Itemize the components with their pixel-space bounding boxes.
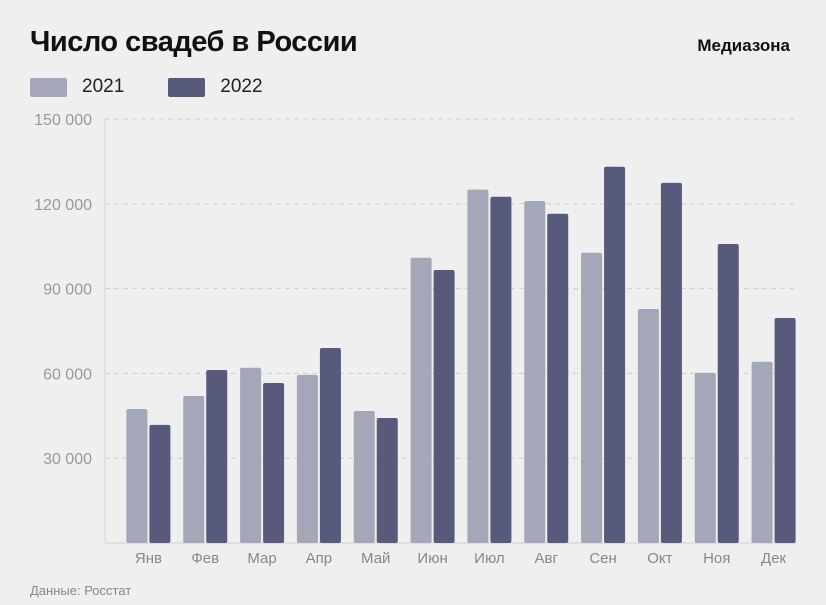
- bar-2022-Авг: [547, 213, 569, 543]
- y-tick-label: 90 000: [43, 282, 92, 299]
- x-tick-label: Апр: [306, 550, 332, 567]
- legend-swatch: [30, 77, 67, 97]
- x-tick-label: Окт: [647, 550, 672, 567]
- legend-label: 2021: [82, 76, 125, 97]
- x-tick-label: Мар: [247, 550, 276, 567]
- x-tick-label: Фев: [191, 550, 219, 567]
- bar-2021-Окт: [637, 308, 659, 543]
- bar-2022-Июл: [490, 196, 512, 543]
- bar-2022-Май: [376, 418, 398, 543]
- bar-2022-Ноя: [717, 243, 739, 543]
- bar-2021-Авг: [524, 200, 546, 543]
- bar-2022-Окт: [660, 182, 682, 543]
- x-tick-label: Июн: [417, 550, 447, 567]
- bar-2021-Июл: [467, 189, 489, 543]
- y-tick-label: 150 000: [34, 112, 92, 129]
- bar-2021-Ноя: [694, 372, 716, 543]
- bar-2021-Мар: [240, 367, 262, 543]
- bar-2021-Июн: [410, 257, 432, 543]
- bar-2021-Фев: [183, 396, 205, 543]
- bar-2022-Дек: [774, 317, 796, 543]
- x-tick-label: Ноя: [703, 550, 730, 567]
- source-note: Данные: Росстат: [30, 583, 132, 598]
- bar-2022-Янв: [149, 424, 171, 543]
- x-tick-label: Июл: [474, 550, 504, 567]
- y-tick-label: 120 000: [34, 197, 92, 214]
- x-tick-label: Сен: [589, 550, 616, 567]
- bar-2022-Мар: [263, 383, 285, 543]
- x-tick-label: Дек: [761, 550, 787, 567]
- legend-label: 2022: [220, 76, 263, 97]
- x-tick-label: Авг: [535, 550, 559, 567]
- legend-swatch: [168, 77, 206, 97]
- legend-item-2022: 2022: [168, 76, 263, 98]
- bar-2022-Сен: [604, 166, 626, 543]
- x-tick-label: Май: [361, 550, 390, 567]
- chart-title: Число свадеб в России: [30, 26, 358, 58]
- brand-logo: Медиазона: [697, 36, 790, 55]
- legend-item-2021: 2021: [30, 76, 124, 98]
- bar-2021-Май: [353, 410, 375, 543]
- bar-2021-Сен: [581, 252, 603, 543]
- bar-2022-Апр: [319, 347, 341, 543]
- bar-2021-Апр: [296, 374, 318, 543]
- y-tick-label: 30 000: [43, 451, 92, 468]
- bar-2022-Фев: [206, 370, 228, 543]
- y-tick-label: 60 000: [43, 366, 92, 383]
- bar-2022-Июн: [433, 269, 455, 543]
- x-tick-label: Янв: [135, 550, 162, 567]
- legend: 2021 2022: [30, 76, 307, 98]
- bar-2021-Дек: [751, 361, 773, 543]
- bar-2021-Янв: [126, 409, 148, 543]
